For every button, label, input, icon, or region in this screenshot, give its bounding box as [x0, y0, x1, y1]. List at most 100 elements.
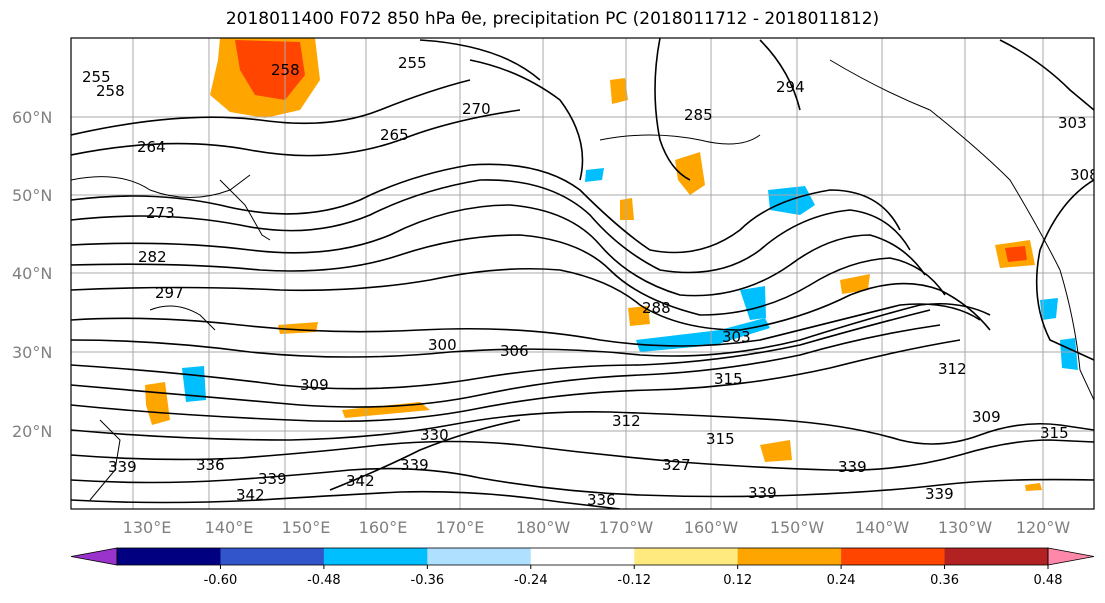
colorbar-tick-label: -0.36 [411, 573, 445, 588]
colorbar-tick-label: -0.12 [617, 573, 651, 588]
contour-label: 327 [662, 456, 691, 474]
theta-e-contours [71, 38, 1094, 509]
contour-label: 255 [82, 68, 111, 86]
contour-label: 297 [155, 284, 184, 302]
colorbar-segment [841, 548, 946, 565]
precip-patch [768, 186, 815, 215]
lon-tick-label: 180°W [516, 518, 571, 537]
contour-label: 339 [400, 456, 429, 474]
colorbar-frame [116, 547, 1049, 566]
lat-tick-label: 20°N [12, 422, 52, 441]
longitude-labels: 130°E 140°E 150°E 160°E 170°E 180°W 170°… [123, 518, 1071, 537]
contour-label: 282 [138, 248, 167, 266]
colorbar-tick-label: -0.24 [514, 573, 548, 588]
colorbar-extend-high [1047, 547, 1095, 566]
precip-patch [840, 274, 870, 294]
colorbar-segment [634, 548, 739, 565]
lon-tick-label: 170°E [436, 518, 485, 537]
precip-patch [636, 318, 770, 352]
precip-patch [675, 152, 705, 195]
contour-label: 315 [1040, 424, 1069, 442]
precip-patch [342, 402, 430, 418]
contour-label: 258 [271, 61, 300, 79]
precip-patch [585, 168, 604, 182]
precip-positive-areas [145, 38, 1042, 491]
contour-label: 330 [420, 426, 449, 444]
contour-label: 270 [462, 100, 491, 118]
lon-tick-label: 150°W [770, 518, 825, 537]
contour-label: 342 [236, 486, 265, 504]
contour-label: 303 [1058, 114, 1087, 132]
contour-label: 308 [1070, 166, 1099, 184]
colorbar-segment [737, 548, 842, 565]
colorbar-tick-label: -0.60 [204, 573, 238, 588]
lon-tick-label: 160°E [359, 518, 408, 537]
contour-label: 309 [300, 376, 329, 394]
lon-tick-label: 150°E [282, 518, 331, 537]
contour-label: 339 [838, 458, 867, 476]
contour-label: 264 [137, 138, 166, 156]
contour-label: 258 [96, 82, 125, 100]
lon-tick-label: 130°E [123, 518, 172, 537]
contour-label: 309 [972, 408, 1001, 426]
contour-label: 339 [748, 484, 777, 502]
precip-patch [760, 440, 792, 462]
graticule [71, 38, 1094, 509]
contour-label: 288 [642, 299, 671, 317]
colorbar-tick-label: -0.48 [307, 573, 341, 588]
colorbar-extend-low [70, 547, 118, 566]
precip-negative-areas [182, 168, 1078, 402]
contour-label: 312 [612, 412, 641, 430]
contour-label: 312 [938, 360, 967, 378]
latitude-labels: 60°N 50°N 40°N 30°N 20°N [12, 108, 52, 441]
lat-tick-label: 60°N [12, 108, 52, 127]
colorbar-segment [530, 548, 635, 565]
contour-label: 306 [500, 342, 529, 360]
contour-label: 339 [108, 458, 137, 476]
contour-label: 336 [196, 456, 225, 474]
precip-patch [1040, 298, 1058, 320]
precip-patch [620, 198, 634, 220]
contour-label: 273 [146, 204, 175, 222]
map-frame [70, 37, 1095, 510]
contour-label: 315 [706, 430, 735, 448]
contour-label: 265 [380, 126, 409, 144]
contour-label: 294 [776, 78, 805, 96]
coastlines [71, 59, 1094, 501]
lon-tick-label: 120°W [1016, 518, 1071, 537]
colorbar-tick-label: 0.24 [827, 573, 856, 588]
precip-patch [628, 306, 650, 326]
colorbar-segment [323, 548, 428, 565]
colorbar-tick-label: 0.48 [1034, 573, 1063, 588]
contour-label: 303 [722, 328, 751, 346]
lat-tick-label: 50°N [12, 186, 52, 205]
contour-label: 255 [398, 54, 427, 72]
colorbar-segment [427, 548, 532, 565]
lat-tick-label: 30°N [12, 343, 52, 362]
colorbar-segment [117, 548, 221, 565]
lon-tick-label: 140°E [205, 518, 254, 537]
precip-patch [1060, 338, 1078, 370]
lat-tick-label: 40°N [12, 264, 52, 283]
precip-patch [610, 78, 628, 104]
contour-label: 342 [346, 472, 375, 490]
precip-patch [740, 286, 766, 320]
precip-patch [235, 40, 305, 100]
lon-tick-label: 170°W [599, 518, 654, 537]
contour-label: 336 [587, 491, 616, 509]
colorbar-segment [220, 548, 325, 565]
precip-patch [1005, 246, 1027, 262]
lon-tick-label: 130°W [938, 518, 993, 537]
contour-label: 339 [925, 485, 954, 503]
colorbar-segment [944, 548, 1049, 565]
contour-labels: 258 255 255 258 264 265 270 285 294 303 … [82, 54, 1099, 509]
colorbar-tick-label: 0.36 [930, 573, 959, 588]
contour-label: 300 [428, 336, 457, 354]
lon-tick-label: 160°W [684, 518, 739, 537]
contour-label: 315 [714, 370, 743, 388]
precip-patch [1025, 483, 1042, 491]
contour-label: 339 [258, 470, 287, 488]
contour-label: 285 [684, 106, 713, 124]
colorbar-tick-label: 0.12 [723, 573, 752, 588]
